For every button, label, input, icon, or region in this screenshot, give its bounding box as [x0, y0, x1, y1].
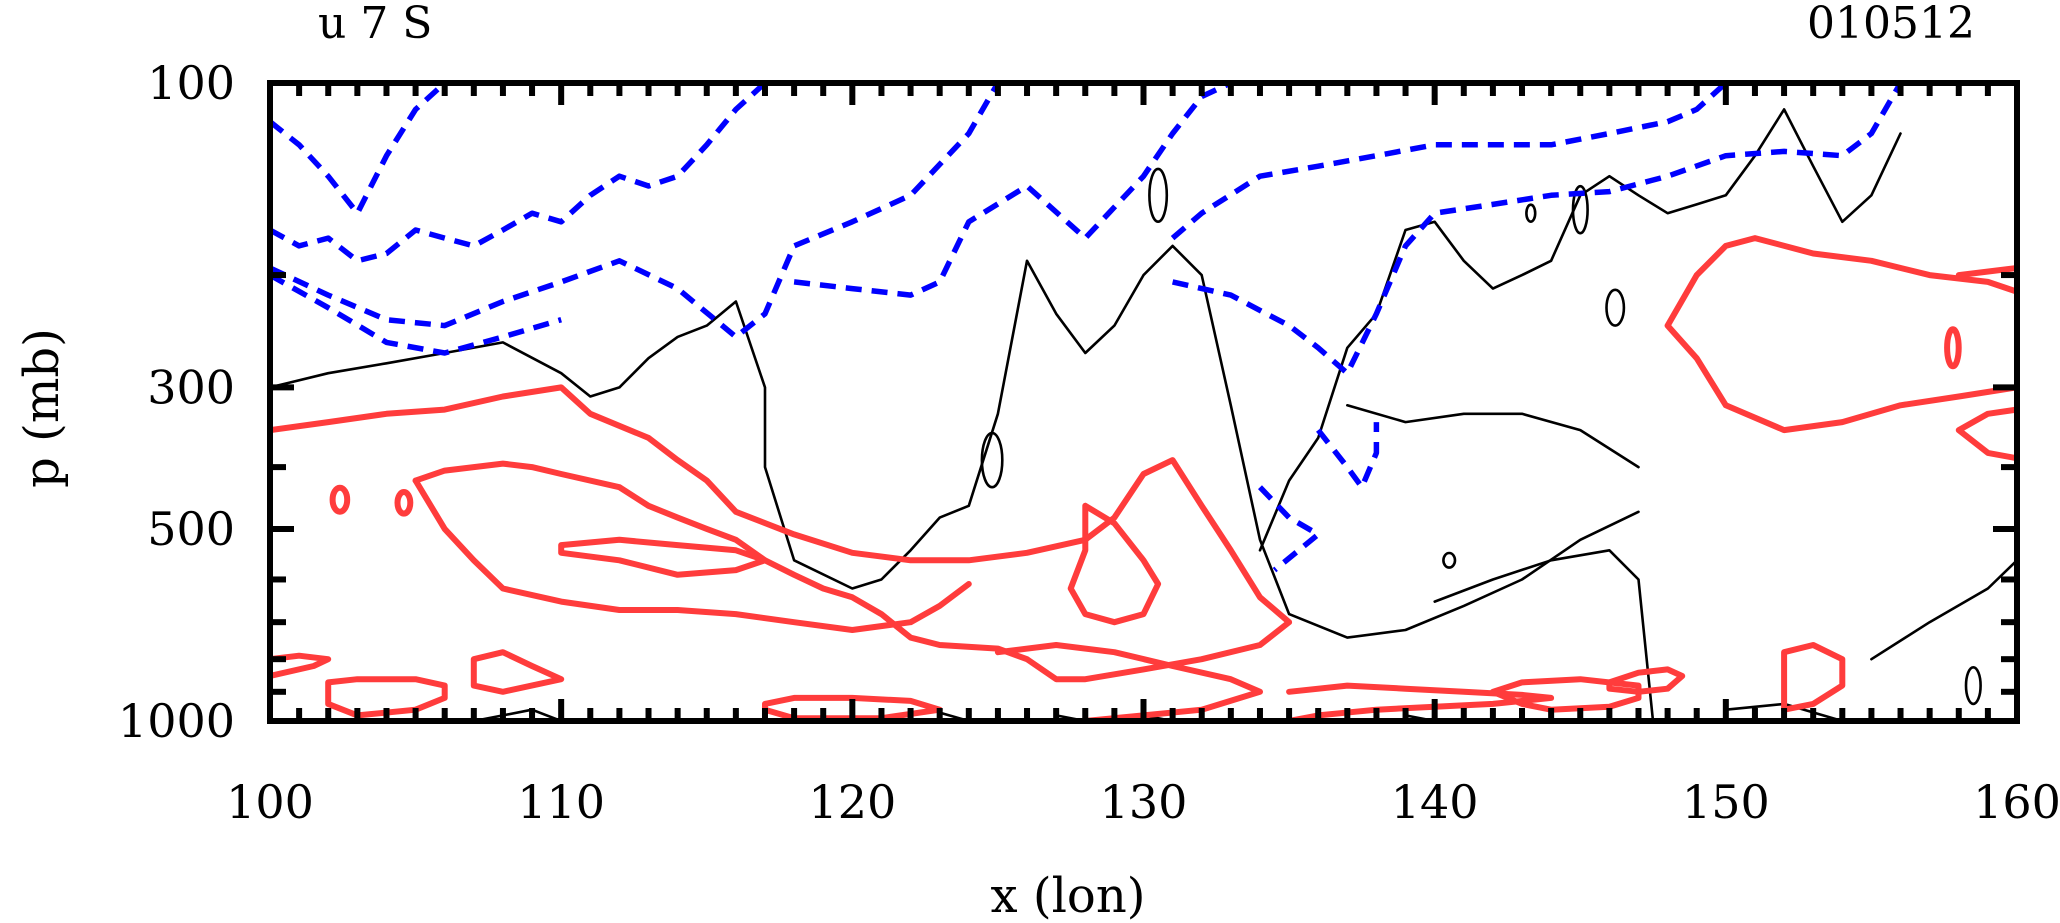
contour-thick-4 [994, 642, 1263, 721]
x-tick-label: 140 [1391, 775, 1479, 829]
contour-solid-loop-2 [1525, 203, 1537, 223]
x-tick-label: 100 [226, 775, 314, 829]
contour-thick-loop-0 [329, 484, 351, 515]
contour-dashed-7 [1316, 422, 1380, 490]
chart-title-right: 010512 [1807, 0, 1975, 49]
contour-dashed-0 [270, 83, 447, 216]
contour-thick-12 [1489, 676, 1642, 713]
x-tick-label: 130 [1100, 775, 1188, 829]
contour-thick-1 [412, 477, 972, 633]
contour-solid-0 [270, 244, 1640, 639]
contour-thick-5 [1664, 235, 2017, 434]
contour-dashed-8 [1258, 485, 1321, 573]
contour-solid-4 [1870, 559, 2017, 661]
contour-thick-3 [1067, 502, 1162, 626]
contour-solid-loop-6 [1964, 665, 1982, 706]
contour-thick-8 [270, 652, 332, 679]
contour-thick-0 [270, 384, 1293, 683]
axis-labels: 100 110 120 130 140 150 160 100 300 500 1000 [118, 56, 2060, 829]
y-tick-label: 300 [147, 360, 235, 414]
contour-thick-7 [1286, 682, 1555, 721]
contour-solid-loop-1 [980, 431, 1004, 489]
contour-thick-2 [558, 536, 768, 578]
contour-dashed-2 [270, 83, 1001, 340]
contour-dashed-3 [270, 272, 562, 356]
x-tick-label: 160 [1973, 775, 2060, 829]
contour-solid-1 [1258, 108, 1902, 552]
contour-lines [270, 83, 2017, 721]
y-tick-label: 1000 [118, 694, 235, 748]
y-tick-label: 500 [147, 502, 235, 556]
contour-thick-loop-2 [1944, 326, 1962, 370]
contour-thick-10 [470, 649, 565, 695]
contour-dashed-6 [1171, 83, 1903, 376]
chart-title-left: u 7 S [318, 0, 432, 49]
plot-frame [267, 80, 2020, 724]
contour-thick-9 [325, 676, 448, 719]
contour-thick-14 [1781, 642, 1846, 713]
contour-solid-loop-3 [1571, 184, 1589, 235]
contour-thick-13 [1606, 666, 1686, 695]
contour-solid-3 [1433, 549, 1655, 721]
y-axis-label: p (mb) [14, 328, 70, 488]
contour-solid-loop-4 [1605, 288, 1626, 327]
contour-solid-loop-0 [1148, 167, 1169, 224]
x-axis-label: x (lon) [991, 868, 1146, 923]
x-tick-label: 150 [1682, 775, 1770, 829]
contour-dashed-1 [270, 83, 767, 264]
contour-thick-6 [1955, 265, 2017, 462]
x-tick-label: 110 [517, 775, 605, 829]
contour-thick-loop-1 [394, 489, 414, 517]
contour-solid-2 [1346, 404, 1640, 469]
contour-dashed-5 [1170, 83, 1728, 241]
x-tick-label: 120 [808, 775, 896, 829]
y-tick-label: 100 [147, 56, 235, 110]
contour-solid-loop-5 [1442, 551, 1457, 569]
